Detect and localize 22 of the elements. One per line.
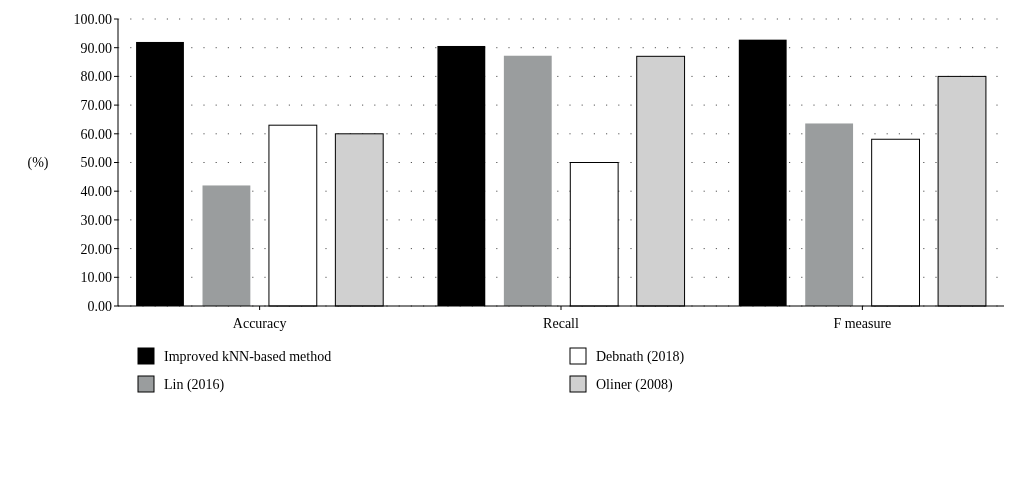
x-tick-label: Recall	[543, 316, 579, 331]
y-tick-label: 50.00	[80, 155, 112, 171]
x-tick-label: F measure	[833, 316, 892, 331]
y-tick-label: 100.00	[73, 11, 112, 27]
legend-label: Oliner (2008)	[596, 376, 673, 393]
y-tick-label: 80.00	[80, 69, 112, 85]
y-axis-title: (%)	[27, 155, 49, 172]
bar	[805, 123, 854, 306]
bar	[202, 185, 251, 306]
bar	[503, 55, 552, 306]
y-tick-label: 40.00	[80, 184, 112, 200]
y-tick-label: 60.00	[80, 126, 112, 142]
y-tick-label: 70.00	[80, 98, 112, 113]
y-tick-label: 20.00	[80, 241, 112, 257]
legend-label: Improved kNN-based method	[164, 348, 332, 364]
y-tick-label: 10.00	[80, 270, 112, 286]
y-tick-label: 0.00	[87, 298, 112, 314]
legend-label: Debnath (2018)	[596, 348, 685, 365]
x-tick-label: Accuracy	[232, 316, 287, 331]
y-tick-label: 30.00	[80, 212, 112, 228]
y-tick-label: 90.00	[80, 40, 112, 56]
legend-label: Lin (2016)	[164, 376, 225, 393]
